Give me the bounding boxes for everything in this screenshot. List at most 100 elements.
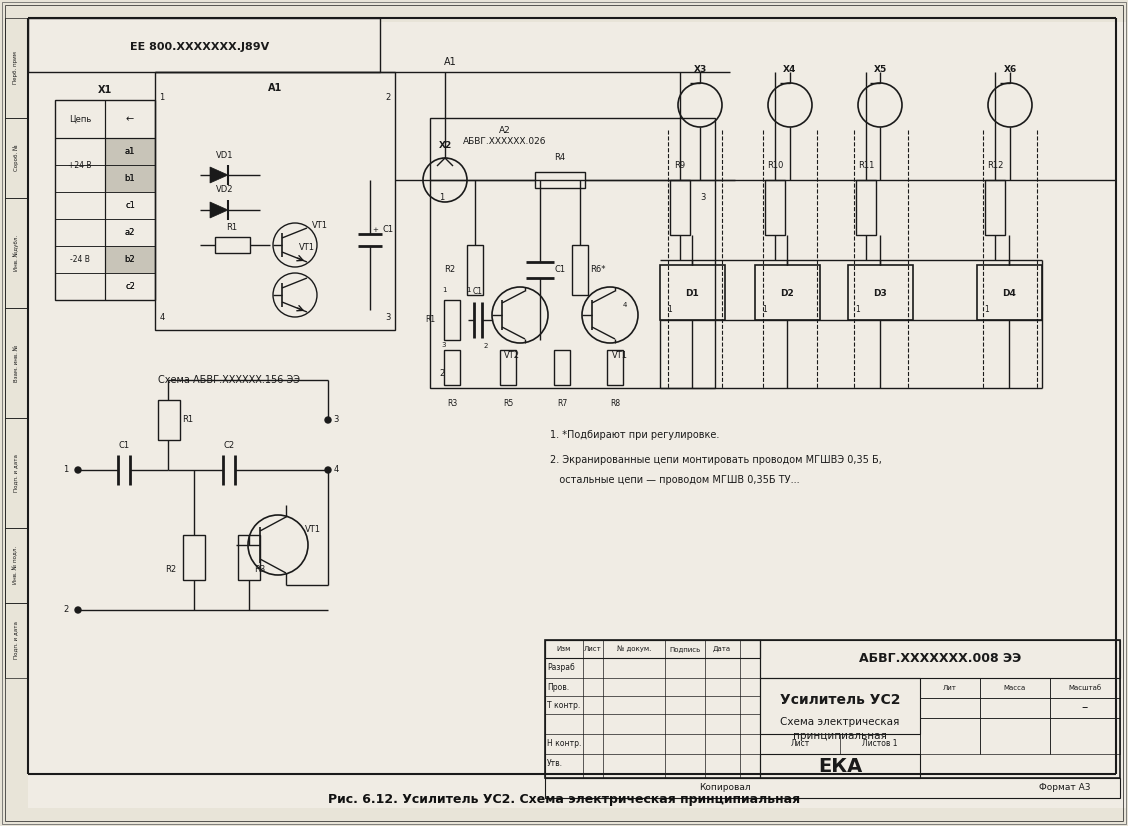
Text: Лист: Лист — [584, 646, 602, 652]
Text: Схема АБВГ.XXXXXX.156 ЭЭ: Схема АБВГ.XXXXXX.156 ЭЭ — [158, 375, 300, 385]
Bar — [920, 678, 980, 698]
Text: D1: D1 — [685, 288, 699, 297]
Text: b1: b1 — [125, 174, 135, 183]
Bar — [5, 418, 28, 528]
Text: X3: X3 — [694, 65, 706, 74]
Text: Инв. №дубл.: Инв. №дубл. — [14, 235, 19, 271]
Text: R12: R12 — [987, 160, 1003, 169]
Text: R1: R1 — [227, 222, 238, 231]
Text: Подп. и дата: Подп. и дата — [14, 621, 18, 659]
Text: Копировал: Копировал — [699, 784, 751, 792]
Text: № докум.: № докум. — [617, 646, 651, 653]
Text: 3: 3 — [333, 415, 338, 425]
Text: Инв. № подл.: Инв. № подл. — [14, 546, 19, 584]
Text: VD1: VD1 — [217, 150, 233, 159]
Bar — [765, 180, 785, 235]
Text: R11: R11 — [857, 160, 874, 169]
Text: b2: b2 — [125, 255, 135, 264]
Text: a2: a2 — [125, 228, 135, 237]
Text: C2: C2 — [223, 440, 235, 449]
Bar — [5, 603, 28, 678]
Text: ←: ← — [126, 114, 134, 124]
Text: VT1: VT1 — [312, 221, 328, 230]
Bar — [5, 308, 28, 418]
Text: Листов 1: Листов 1 — [862, 739, 898, 748]
Text: R1: R1 — [183, 415, 194, 425]
Bar — [535, 172, 585, 188]
Text: Подпись: Подпись — [669, 646, 700, 652]
Text: a1: a1 — [125, 147, 135, 156]
Text: 2: 2 — [63, 605, 69, 615]
Text: a1: a1 — [125, 147, 135, 156]
Text: VT2: VT2 — [504, 350, 520, 359]
Bar — [760, 678, 920, 734]
Text: R10: R10 — [767, 160, 783, 169]
Bar — [670, 180, 690, 235]
Text: R1: R1 — [425, 316, 435, 325]
Text: –: – — [1082, 701, 1089, 714]
Text: 2: 2 — [484, 343, 488, 349]
Bar — [607, 350, 623, 385]
Text: 1: 1 — [668, 306, 672, 315]
Polygon shape — [210, 202, 228, 218]
Text: Т контр.: Т контр. — [547, 701, 580, 710]
Text: VT1: VT1 — [299, 244, 315, 253]
Text: X1: X1 — [98, 85, 112, 95]
Text: R3: R3 — [447, 400, 457, 409]
Bar — [1050, 718, 1120, 754]
Bar — [444, 300, 460, 340]
Bar — [158, 400, 180, 440]
Text: Масштаб: Масштаб — [1068, 685, 1102, 691]
Bar — [238, 535, 259, 580]
Text: c2: c2 — [125, 282, 135, 291]
Text: 3: 3 — [386, 314, 390, 322]
Bar — [1050, 698, 1120, 718]
Text: D3: D3 — [873, 288, 887, 297]
Text: C1: C1 — [473, 287, 483, 297]
Bar — [105, 246, 155, 273]
Text: R9: R9 — [675, 160, 686, 169]
Text: b2: b2 — [125, 255, 135, 264]
Text: Н контр.: Н контр. — [547, 739, 581, 748]
Bar — [5, 528, 28, 603]
Text: Разраб: Разраб — [547, 663, 575, 672]
Bar — [545, 640, 1120, 778]
Text: a2: a2 — [125, 228, 135, 237]
Bar — [545, 640, 760, 658]
Bar — [760, 754, 920, 778]
Bar — [660, 265, 725, 320]
Text: принципиальная: принципиальная — [793, 731, 887, 741]
Bar — [467, 245, 483, 295]
Text: c1: c1 — [125, 201, 135, 210]
Text: А2
АБВГ.XXXXXX.026: А2 АБВГ.XXXXXX.026 — [464, 126, 547, 145]
Bar — [848, 265, 913, 320]
Text: 1: 1 — [466, 287, 470, 293]
Text: VT1: VT1 — [613, 350, 628, 359]
Bar — [920, 718, 980, 754]
Text: 2: 2 — [440, 368, 444, 377]
Text: c2: c2 — [125, 282, 135, 291]
Text: R8: R8 — [610, 400, 620, 409]
Text: 1. *Подбирают при регулировке.: 1. *Подбирают при регулировке. — [550, 430, 720, 440]
Bar — [980, 718, 1050, 754]
Text: X2: X2 — [439, 140, 451, 150]
Text: Схема электрическая: Схема электрическая — [781, 717, 900, 727]
Bar — [545, 640, 760, 778]
Text: 3: 3 — [700, 193, 706, 202]
Circle shape — [74, 467, 81, 473]
Bar — [500, 350, 515, 385]
Text: 1: 1 — [856, 306, 861, 315]
Text: 1: 1 — [763, 306, 767, 315]
Text: A1: A1 — [267, 83, 282, 93]
Text: Масса: Масса — [1004, 685, 1026, 691]
Bar — [215, 237, 250, 253]
Text: 4: 4 — [334, 466, 338, 474]
Bar — [5, 198, 28, 308]
Bar — [5, 18, 28, 118]
Text: 1: 1 — [985, 306, 989, 315]
Bar — [545, 778, 1120, 798]
Circle shape — [325, 467, 331, 473]
Bar — [977, 265, 1042, 320]
Text: 2. Экранированные цепи монтировать проводом МГШВЭ 0,35 Б,: 2. Экранированные цепи монтировать прово… — [550, 455, 882, 465]
Text: Рис. 6.12. Усилитель УС2. Схема электрическая принципиальная: Рис. 6.12. Усилитель УС2. Схема электрич… — [328, 794, 800, 806]
